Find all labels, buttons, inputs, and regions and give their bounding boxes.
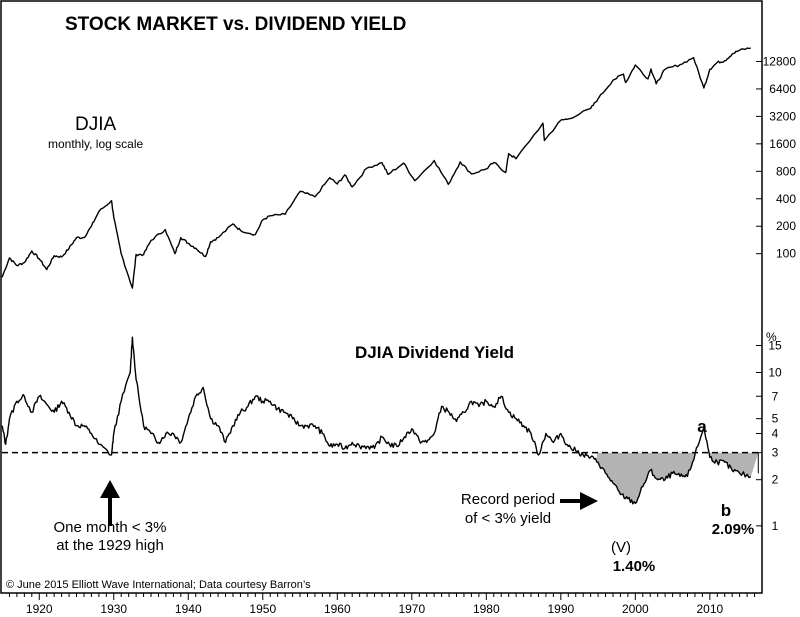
arrow-up-head (100, 480, 120, 498)
djia-ytick-label: 3200 (769, 109, 796, 123)
xtick-label: 1930 (100, 602, 127, 616)
xtick-label: 1980 (473, 602, 500, 616)
series-layer (1, 47, 752, 505)
wave-V-label: (V) (611, 539, 631, 556)
yield-ytick-label: 4 (772, 427, 779, 441)
xtick-label: 1920 (26, 602, 53, 616)
xtick-label: 2010 (696, 602, 723, 616)
yield-unit-label: % (766, 330, 777, 344)
yield-ytick-label: 15 (768, 339, 782, 353)
upper-sublabel: monthly, log scale (48, 137, 143, 151)
record-text-2: of < 3% yield (465, 510, 551, 527)
annotation-1929: One month < 3% at the 1929 high (54, 480, 167, 554)
shaded-area-below-3pct (596, 452, 759, 504)
djia-ytick-label: 1600 (769, 137, 796, 151)
record-text-1: Record period (461, 491, 555, 508)
xtick-label: 1960 (324, 602, 351, 616)
wave-V-value: 1.40% (613, 558, 656, 575)
wave-b-value: 2.09% (712, 521, 755, 538)
xtick-label: 1970 (398, 602, 425, 616)
dividend-yield-line (1, 336, 752, 505)
wave-b-label: b (721, 501, 731, 520)
djia-ytick-label: 800 (776, 164, 796, 178)
yield-ytick-label: 10 (768, 366, 782, 380)
yield-ytick-label: 1 (772, 519, 779, 533)
plot-frame (0, 0, 763, 594)
below-3pct-shading (596, 452, 759, 504)
annotation-record: Record period of < 3% yield (461, 491, 598, 527)
djia-ytick-label: 400 (776, 192, 796, 206)
xtick-label: 2000 (622, 602, 649, 616)
lower-label: DJIA Dividend Yield (355, 343, 514, 362)
yield-ytick-label: 5 (772, 412, 779, 426)
credit-line: © June 2015 Elliott Wave International; … (6, 579, 311, 591)
wave-a-label: a (697, 417, 707, 436)
upper-label: DJIA (75, 114, 117, 135)
djia-ytick-label: 6400 (769, 82, 796, 96)
xtick-label: 1950 (249, 602, 276, 616)
one-month-text-1: One month < 3% (54, 519, 167, 536)
djia-line (1, 47, 751, 289)
yield-ytick-label: 3 (772, 446, 779, 460)
yield-ytick-label: 7 (772, 389, 779, 403)
chart-title: STOCK MARKET vs. DIVIDEND YIELD (65, 14, 406, 35)
one-month-text-2: at the 1929 high (56, 537, 164, 554)
djia-ytick-label: 12800 (763, 54, 797, 68)
djia-ytick-label: 200 (776, 219, 796, 233)
xtick-label: 1940 (175, 602, 202, 616)
djia-ytick-label: 100 (776, 247, 796, 261)
yield-ytick-label: 2 (772, 473, 779, 487)
arrow-right-head (580, 492, 598, 510)
xtick-label: 1990 (547, 602, 574, 616)
